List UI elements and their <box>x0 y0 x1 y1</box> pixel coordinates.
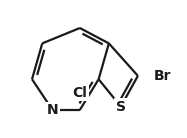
Text: Cl: Cl <box>72 86 87 100</box>
Text: N: N <box>47 103 58 117</box>
Text: S: S <box>116 100 126 114</box>
Text: Br: Br <box>153 69 171 83</box>
